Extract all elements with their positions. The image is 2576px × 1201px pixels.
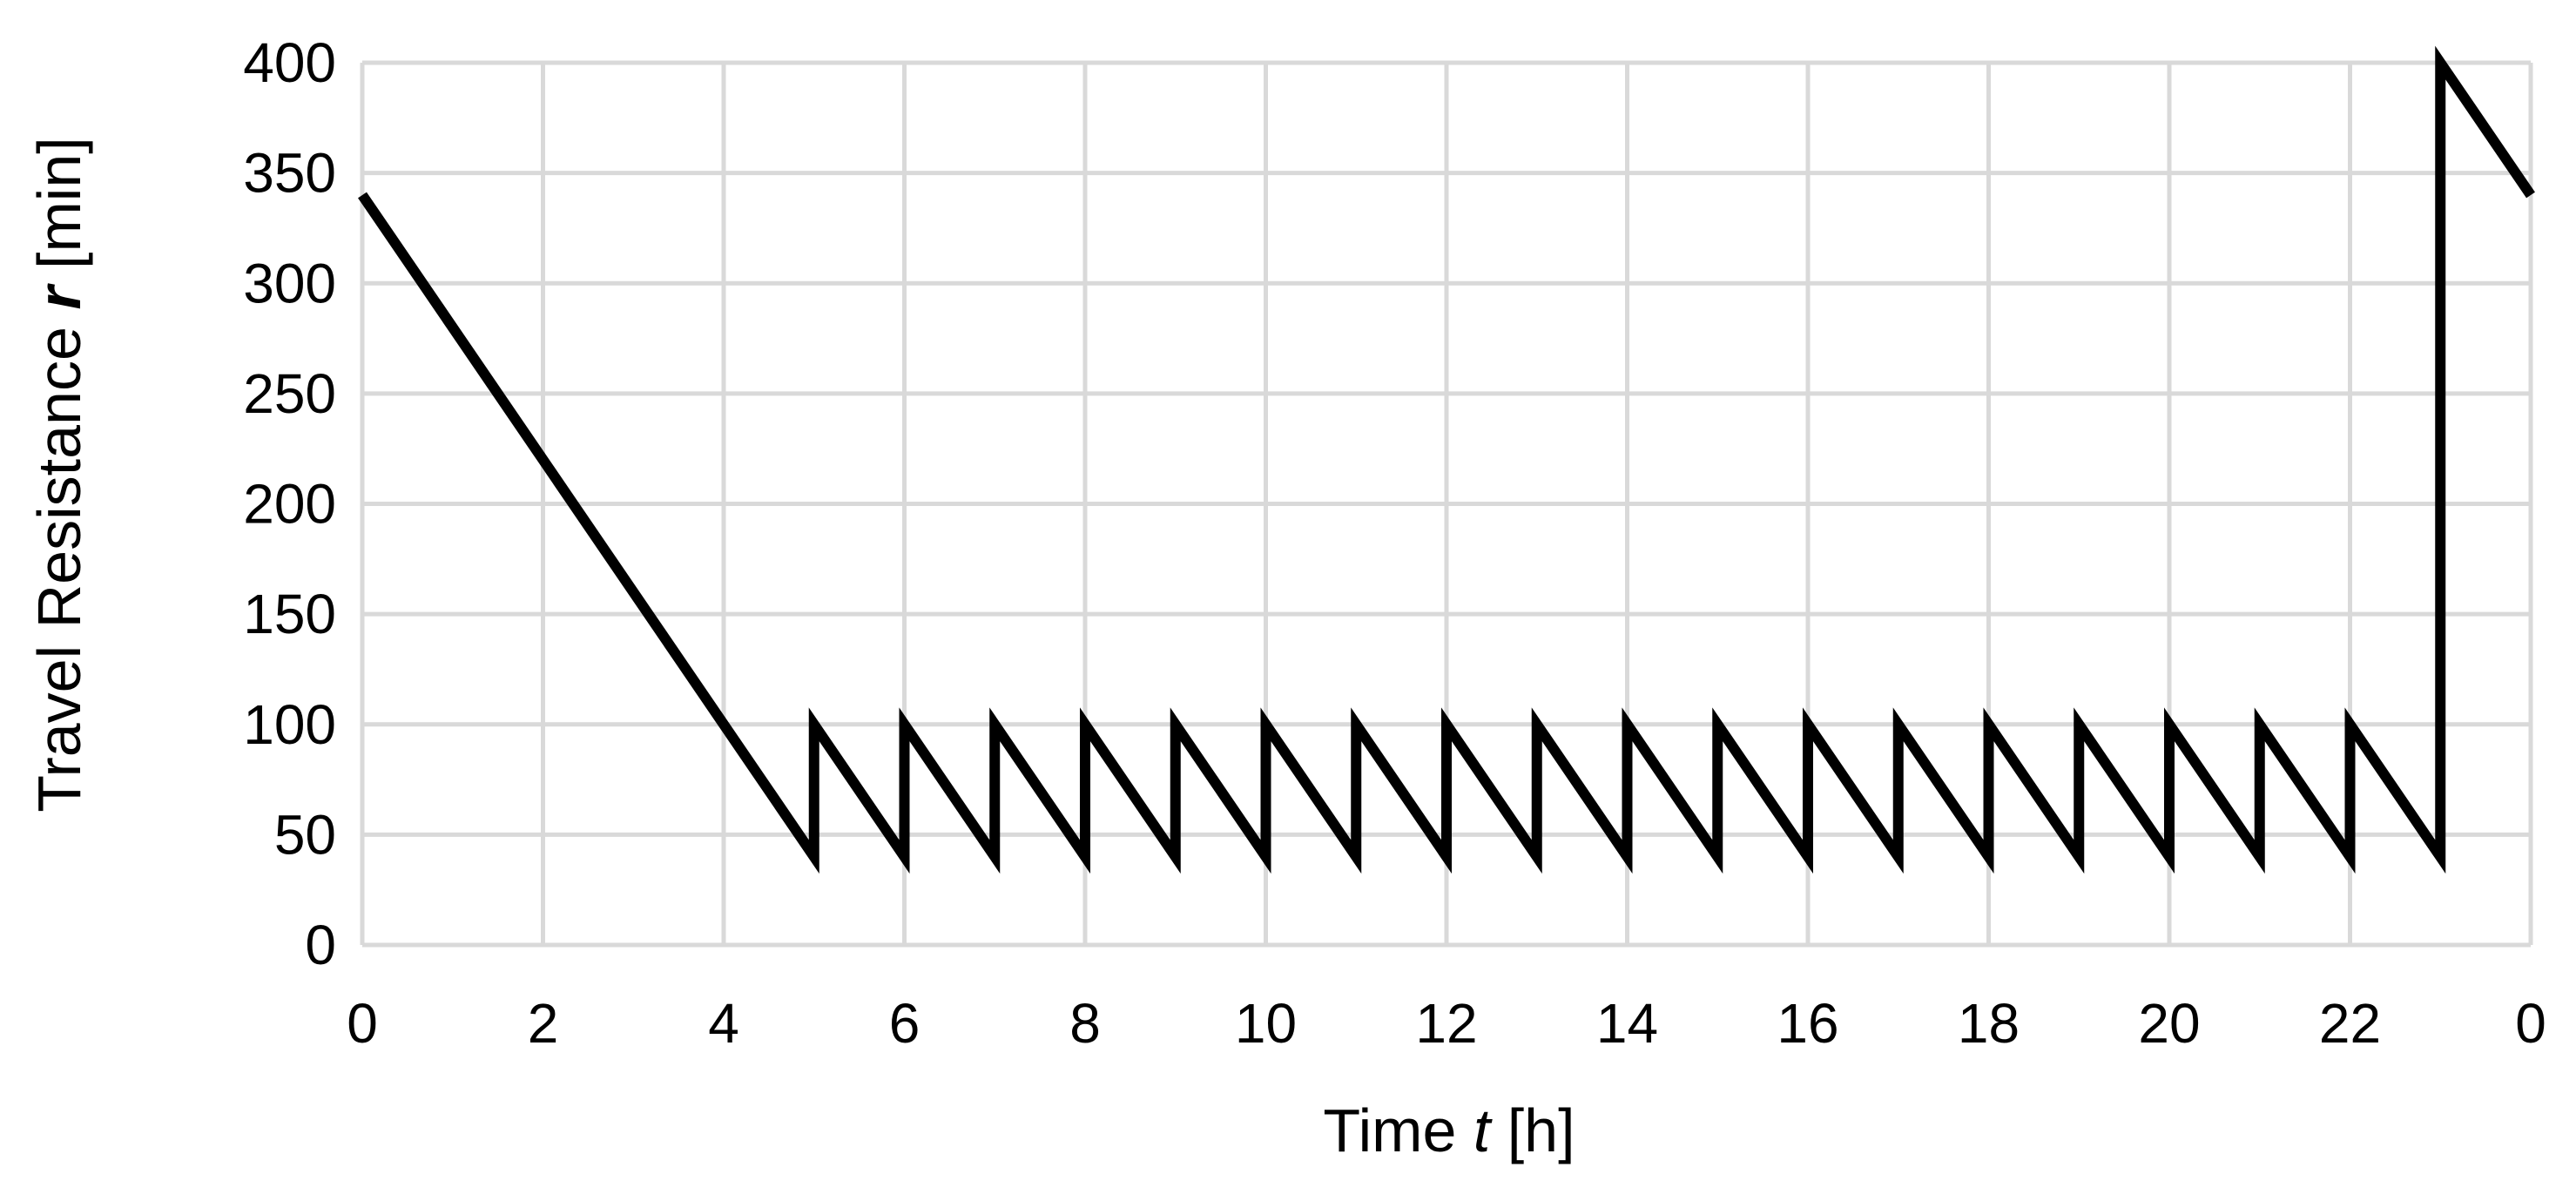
y-tick-label: 300 — [243, 252, 336, 314]
x-tick-label: 16 — [1777, 992, 1838, 1055]
x-tick-labels: 0 2 4 6 8 10 12 14 16 18 20 22 0 — [347, 992, 2546, 1055]
y-tick-label: 50 — [274, 803, 336, 866]
y-axis-title-variable: r — [25, 283, 93, 310]
y-tick-label: 100 — [243, 693, 336, 756]
y-tick-labels: 0 50 100 150 200 250 300 350 400 — [243, 31, 336, 976]
y-axis-title-suffix: [min] — [25, 137, 93, 286]
x-tick-label: 12 — [1415, 992, 1477, 1055]
series-group — [358, 45, 2535, 874]
y-tick-label: 200 — [243, 473, 336, 536]
x-tick-label: 14 — [1596, 992, 1658, 1055]
x-tick-label: 10 — [1235, 992, 1297, 1055]
y-tick-label: 150 — [243, 583, 336, 645]
y-tick-label: 250 — [243, 362, 336, 425]
y-tick-label: 400 — [243, 31, 336, 94]
y-tick-label: 0 — [305, 914, 336, 976]
x-tick-label: 0 — [347, 992, 378, 1055]
x-axis-title-prefix: Time — [1323, 1096, 1473, 1164]
x-tick-label: 4 — [708, 992, 739, 1055]
x-tick-label: 2 — [528, 992, 559, 1055]
x-tick-label: 8 — [1069, 992, 1101, 1055]
x-tick-label: 22 — [2319, 992, 2381, 1055]
x-tick-label: 20 — [2138, 992, 2200, 1055]
x-tick-label: 6 — [889, 992, 920, 1055]
x-axis-title-variable: t — [1473, 1096, 1493, 1164]
y-tick-label: 350 — [243, 142, 336, 205]
x-tick-label: 0 — [2515, 992, 2546, 1055]
x-axis-title-suffix: [h] — [1490, 1096, 1575, 1164]
x-tick-label: 18 — [1958, 992, 2020, 1055]
y-axis-title-prefix: Travel Resistance — [25, 310, 93, 813]
y-axis-title: Travel Resistance r [min] — [25, 137, 93, 812]
x-axis-title: Time t [h] — [1323, 1096, 1575, 1164]
travel-resistance-series-line — [358, 45, 2535, 874]
